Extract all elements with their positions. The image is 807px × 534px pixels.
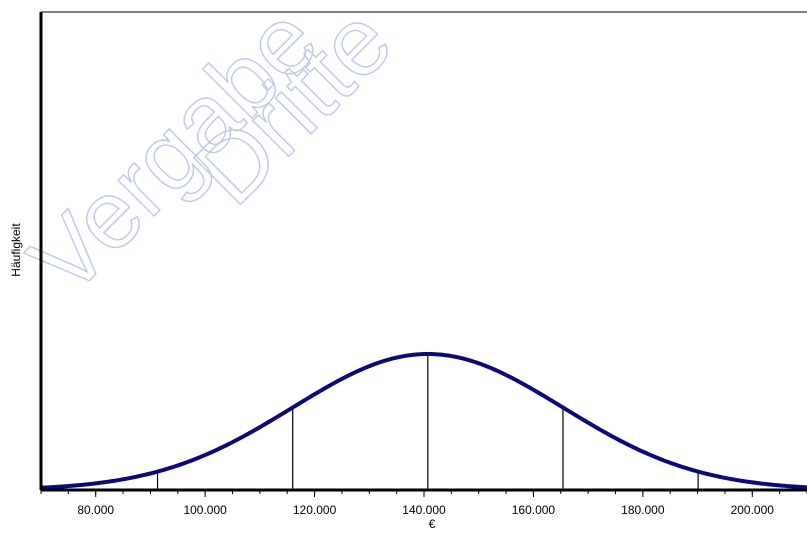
x-tick-label: 80.000 (77, 503, 114, 517)
watermark: Vergabe Dritte (8, 0, 412, 316)
x-tick-label: 160.000 (512, 503, 556, 517)
watermark-word-2: Dritte (174, 0, 412, 225)
x-tick-label: 100.000 (183, 503, 227, 517)
x-tick-label: 120.000 (293, 503, 337, 517)
plot-area (40, 351, 807, 490)
axes (39, 11, 807, 492)
y-axis-title: Häufigkeit (9, 223, 23, 277)
distribution-curve (40, 351, 807, 490)
x-tick-label: 200.000 (731, 503, 775, 517)
x-tick-label: 140.000 (402, 503, 446, 517)
x-tick-label: 180.000 (621, 503, 665, 517)
x-axis-title: € (429, 517, 436, 531)
x-ticks: 80.000 100.000 120.000 140.000 160.000 180.00… (40, 490, 807, 517)
